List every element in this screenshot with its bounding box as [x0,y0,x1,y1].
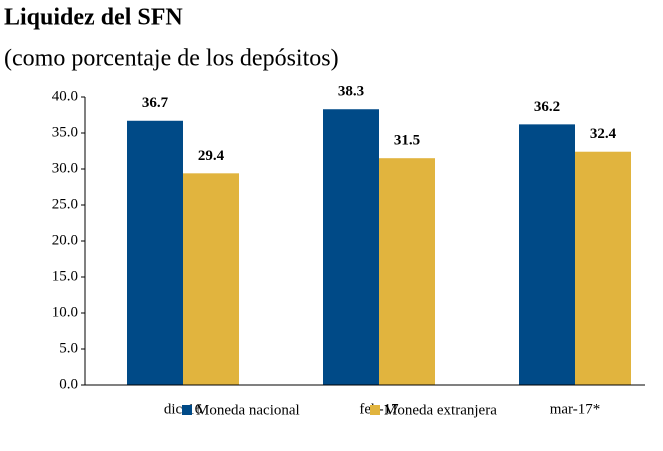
bar [183,173,239,385]
y-tick-label: 0.0 [59,376,78,392]
y-tick-label: 35.0 [52,124,78,140]
y-tick-label: 10.0 [52,304,78,320]
value-label: 29.4 [198,148,225,164]
legend-swatch [182,405,192,415]
bar [127,120,183,385]
y-tick-label: 30.0 [52,160,78,176]
legend-swatch [370,405,380,415]
legend-label: Moneda extranjera [384,402,497,418]
value-label: 32.4 [590,126,617,142]
chart-subtitle: (como porcentaje de los depósitos) [4,46,339,72]
value-label: 38.3 [338,84,364,100]
y-tick-label: 25.0 [52,196,78,212]
x-tick-label: mar-17* [550,401,601,417]
value-label: 31.5 [394,133,420,149]
y-tick-label: 5.0 [59,340,78,356]
y-tick-label: 15.0 [52,268,78,284]
y-tick-label: 20.0 [52,232,78,248]
bar [519,124,575,386]
y-tick-label: 40.0 [52,88,78,104]
bar [575,151,631,385]
legend-label: Moneda nacional [196,402,300,418]
value-label: 36.2 [534,99,560,115]
chart-title: Liquidez del SFN [4,5,183,31]
bar [323,109,379,386]
bar [379,158,435,385]
value-label: 36.7 [142,95,169,111]
